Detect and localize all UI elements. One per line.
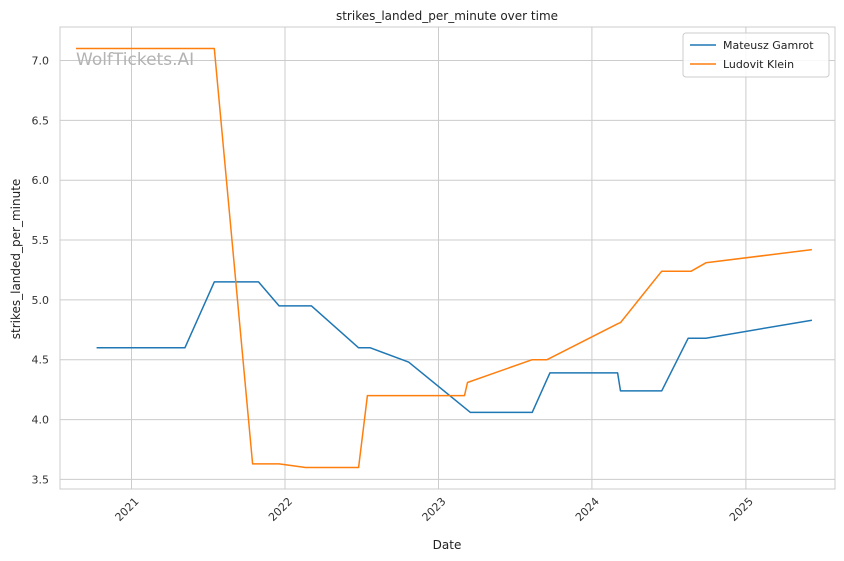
legend-label-mateusz-gamrot: Mateusz Gamrot <box>723 39 814 52</box>
plot-frame <box>59 26 836 490</box>
plot-background <box>60 27 835 489</box>
y-tick-label: 4.5 <box>32 354 50 367</box>
x-axis-ticks: 2021 2022 2023 2024 2025 <box>113 495 756 524</box>
series-layer <box>76 47 813 469</box>
y-tick-label: 6.0 <box>32 174 50 187</box>
x-tick-label: 2022 <box>266 495 295 524</box>
y-tick-label: 5.5 <box>32 234 50 247</box>
y-tick-label: 5.0 <box>32 294 50 307</box>
y-tick-label: 3.5 <box>32 473 50 486</box>
legend-label-ludovit-klein: Ludovit Klein <box>723 58 794 71</box>
legend-box <box>682 32 830 78</box>
x-tick-label: 2021 <box>113 495 142 524</box>
y-axis-title: strikes_landed_per_minute <box>9 179 23 340</box>
y-tick-label: 4.0 <box>32 414 50 427</box>
y-tick-label: 6.5 <box>32 114 50 127</box>
y-axis-ticks: 3.5 4.0 4.5 5.0 5.5 6.0 6.5 7.0 <box>32 55 50 487</box>
grid-lines <box>60 27 835 489</box>
x-axis-title: Date <box>433 538 462 552</box>
series-line-mateusz-gamrot <box>96 281 813 414</box>
x-tick-label: 2024 <box>573 495 602 524</box>
chart-title: strikes_landed_per_minute over time <box>336 9 558 23</box>
legend: Mateusz Gamrot Ludovit Klein <box>682 32 830 78</box>
watermark-text: WolfTickets.AI <box>76 50 194 70</box>
x-tick-label: 2023 <box>420 495 449 524</box>
y-tick-label: 7.0 <box>32 55 50 68</box>
series-line-ludovit-klein <box>76 47 812 469</box>
x-tick-label: 2025 <box>727 495 756 524</box>
